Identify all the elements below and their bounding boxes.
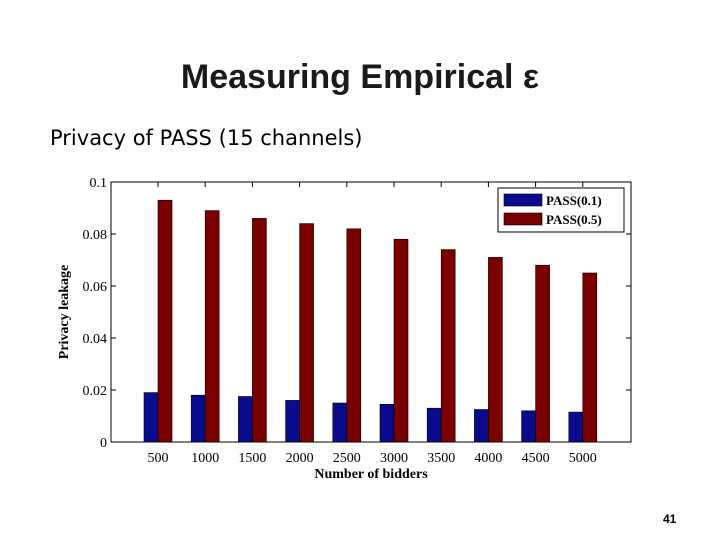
bar (535, 264, 550, 443)
bar (252, 218, 267, 443)
slide-title: Measuring Empirical ε (180, 58, 540, 96)
x-tick-label: 2000 (286, 451, 314, 466)
y-tick-label: 0.04 (83, 332, 108, 347)
x-tick-label: 4000 (474, 451, 502, 466)
bar (582, 272, 598, 443)
x-tick-label: 500 (148, 451, 169, 466)
y-axis-label: Privacy leakage (57, 265, 72, 359)
bar (488, 257, 503, 443)
x-axis: 500 1000 1500 2000 2500 3000 3500 4000 4500 5000 (148, 182, 597, 466)
bar (332, 402, 348, 443)
y-tick-label: 0.06 (83, 280, 108, 295)
bar (238, 396, 253, 443)
bar (393, 238, 409, 443)
x-tick-label: 1500 (238, 451, 266, 466)
legend: PASS(0.1) PASS(0.5) (497, 187, 625, 233)
slide-subtitle: Privacy of PASS (15 channels) (50, 126, 363, 150)
legend-swatch (503, 193, 543, 207)
y-tick-label: 0 (100, 436, 107, 451)
bars-group (143, 199, 598, 443)
bar (426, 407, 442, 443)
x-tick-label: 3000 (380, 451, 408, 466)
bar (190, 394, 206, 443)
x-tick-label: 1000 (191, 451, 219, 466)
legend-swatch (503, 212, 543, 226)
y-tick-label: 0.02 (83, 384, 108, 399)
x-tick-label: 4500 (522, 451, 550, 466)
legend-label: PASS(0.5) (546, 212, 602, 227)
x-tick-label: 3500 (427, 451, 455, 466)
bar (474, 409, 489, 443)
bar (440, 249, 456, 443)
y-tick-label: 0.1 (90, 176, 108, 191)
bar (204, 210, 220, 443)
x-axis-label: Number of bidders (314, 467, 428, 482)
bar (568, 411, 584, 443)
bar (379, 403, 395, 443)
y-axis: 0 0.02 0.04 0.06 0.08 0.1 (83, 176, 631, 451)
x-tick-label: 2500 (333, 451, 361, 466)
bar (285, 400, 300, 443)
plot-frame (110, 181, 632, 443)
legend-label: PASS(0.1) (546, 193, 602, 208)
bar (521, 410, 536, 443)
page-number: 41 (663, 512, 677, 526)
y-tick-label: 0.08 (83, 228, 108, 243)
x-tick-label: 5000 (569, 451, 597, 466)
bar (143, 392, 159, 443)
bar (346, 228, 362, 443)
bar (299, 223, 314, 443)
bar (157, 199, 173, 443)
plot-border (110, 181, 632, 443)
